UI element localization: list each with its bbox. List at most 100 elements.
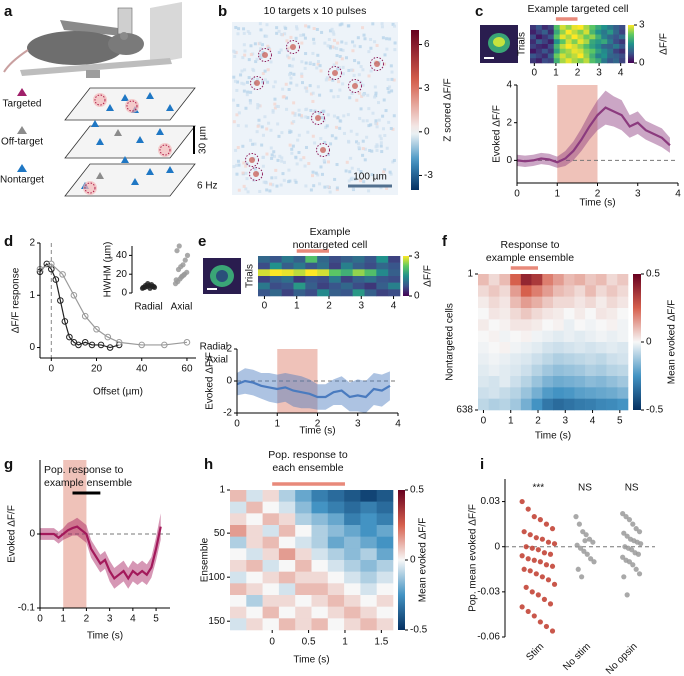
- data-point: [539, 574, 545, 580]
- colorbar-tick-label: 3: [414, 251, 420, 262]
- image-pixel: [383, 134, 387, 138]
- image-pixel: [316, 173, 320, 177]
- image-pixel: [269, 146, 273, 150]
- image-pixel: [270, 156, 274, 160]
- heatmap-cell: [281, 269, 294, 277]
- image-pixel: [341, 65, 345, 69]
- image-pixel: [257, 118, 261, 122]
- y-tick-label: 2: [506, 117, 512, 128]
- colorbar-tick-label: 3: [424, 83, 430, 94]
- heatmap-cell: [329, 256, 342, 263]
- image-pixel: [345, 160, 349, 164]
- y-axis-label: Evoked ΔF/F: [7, 505, 18, 563]
- image-pixel: [326, 160, 330, 164]
- image-pixel: [306, 130, 310, 134]
- heatmap-cell: [311, 595, 329, 607]
- image-pixel: [374, 119, 378, 123]
- heatmap-cell: [541, 29, 549, 35]
- data-point: [525, 608, 531, 615]
- image-pixel: [380, 25, 384, 29]
- colorbar-tick-label: 0: [424, 126, 430, 137]
- heatmap-cell: [360, 606, 377, 619]
- image-pixel: [284, 96, 288, 100]
- x-tick-label: 2: [595, 189, 601, 200]
- image-pixel: [340, 40, 344, 44]
- heatmap-cell: [553, 330, 565, 343]
- image-pixel: [292, 120, 296, 124]
- image-pixel: [273, 106, 277, 110]
- heatmap-cell: [364, 276, 377, 283]
- heatmap-cell: [281, 276, 294, 283]
- data-point: [48, 260, 55, 268]
- image-pixel: [387, 120, 391, 124]
- data-point: [525, 556, 531, 562]
- image-pixel: [273, 80, 277, 84]
- heatmap-cell: [601, 48, 608, 54]
- heatmap-cell: [617, 353, 629, 365]
- heatmap-cell: [583, 29, 590, 35]
- heatmap-cell: [571, 58, 578, 64]
- target-center: [315, 115, 321, 121]
- data-point: [623, 514, 629, 520]
- heatmap-cell: [281, 282, 294, 290]
- y-tick-label: 40: [116, 250, 128, 261]
- heatmap-cell: [376, 571, 394, 584]
- heatmap-cell: [360, 513, 377, 526]
- heatmap-cell: [488, 376, 500, 388]
- heatmap-cell: [258, 262, 271, 270]
- x-tick-label: 4: [130, 614, 136, 625]
- image-pixel: [324, 125, 328, 129]
- image-pixel: [249, 44, 253, 48]
- heatmap-cell: [574, 376, 586, 388]
- heatmap-cell: [535, 29, 543, 35]
- image-pixel: [353, 59, 357, 63]
- image-pixel: [236, 103, 240, 107]
- image-pixel: [336, 116, 340, 120]
- target-ring: [311, 111, 325, 125]
- image-pixel: [328, 29, 332, 33]
- heatmap-cell: [607, 48, 614, 54]
- image-pixel: [285, 107, 289, 111]
- image-pixel: [379, 144, 383, 148]
- image-pixel: [336, 67, 340, 71]
- heatmap-cell: [617, 387, 629, 399]
- colorbar: [398, 490, 405, 630]
- data-point: [182, 257, 188, 263]
- image-pixel: [243, 68, 247, 72]
- image-pixel: [365, 119, 369, 123]
- heatmap-cell: [601, 25, 608, 31]
- image-pixel: [265, 23, 269, 27]
- heatmap-cell: [619, 53, 626, 59]
- image-pixel: [385, 47, 389, 51]
- heatmap-cell: [230, 618, 247, 631]
- target-ring: [250, 76, 264, 90]
- image-pixel: [271, 110, 275, 114]
- heatmap-cell: [585, 353, 597, 365]
- image-pixel: [279, 183, 283, 187]
- image-pixel: [261, 72, 265, 76]
- image-pixel: [273, 102, 277, 106]
- image-pixel: [242, 89, 246, 93]
- image-pixel: [288, 143, 292, 147]
- heatmap-cell: [574, 330, 586, 343]
- x-tick-label: 5: [153, 614, 159, 625]
- heatmap-cell: [478, 274, 490, 286]
- image-pixel: [287, 56, 291, 60]
- image-pixel: [381, 114, 385, 118]
- heatmap-cell: [344, 525, 361, 537]
- heatmap-cell: [295, 501, 312, 514]
- image-pixel: [272, 154, 276, 158]
- image-pixel: [325, 124, 329, 128]
- heatmap-cell: [589, 34, 596, 40]
- heatmap-cell: [344, 583, 361, 596]
- x-tick-label: 0: [234, 419, 240, 430]
- heatmap-cell: [262, 560, 280, 572]
- heatmap-cell: [542, 387, 554, 399]
- cell-marker: [131, 178, 139, 185]
- data-point: [621, 574, 627, 580]
- heatmap-cell: [246, 536, 263, 549]
- image-pixel: [275, 104, 279, 108]
- image-pixel: [324, 78, 328, 82]
- heatmap-cell: [352, 262, 365, 270]
- heatmap-cell: [520, 330, 532, 343]
